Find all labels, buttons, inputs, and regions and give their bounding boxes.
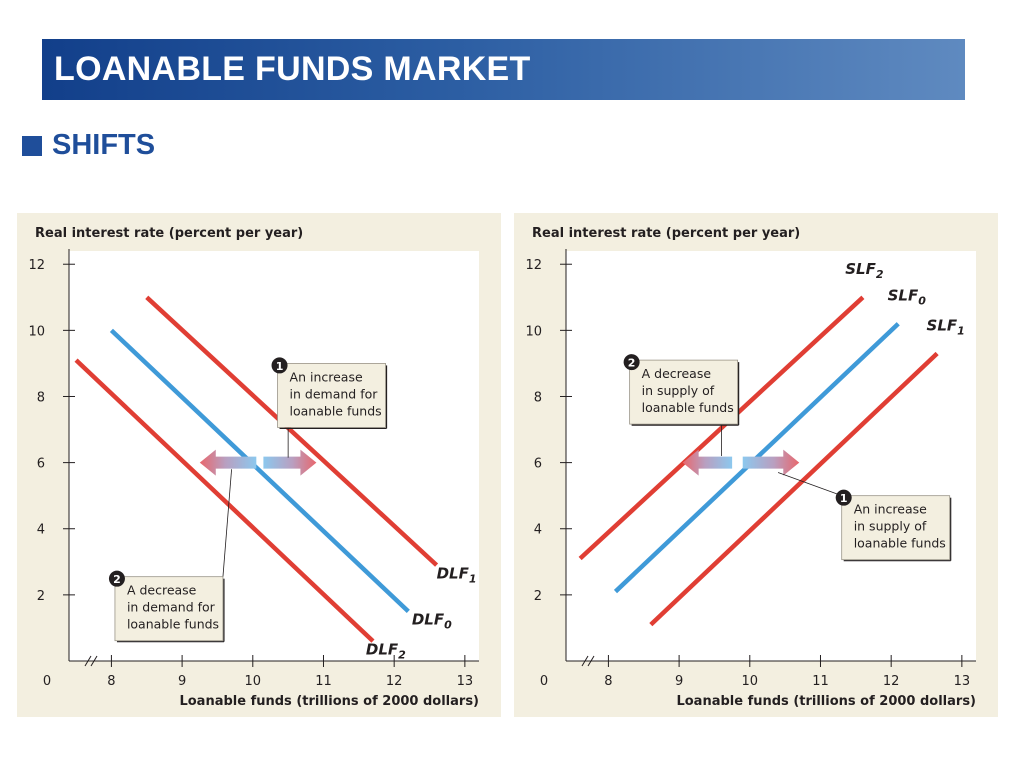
curve-dlf1 — [145, 295, 439, 567]
annotation-text: loanable funds — [127, 617, 219, 632]
axis-break-mark — [90, 655, 98, 667]
x-tick-label: 11 — [315, 674, 332, 689]
y-tick-label: 12 — [28, 258, 45, 273]
step-number-badge — [108, 570, 125, 587]
annotation-text: in demand for — [290, 386, 379, 401]
y-tick-label: 8 — [534, 390, 542, 405]
annotation-text: An increase — [854, 502, 927, 517]
annotation-pointer — [777, 472, 842, 497]
curve-label-slf2: SLF2 — [845, 260, 884, 281]
y-tick-label: 6 — [37, 457, 45, 472]
step-number: 1 — [276, 360, 284, 373]
origin-label: 0 — [540, 674, 548, 689]
x-tick-label: 10 — [742, 674, 759, 689]
curve-label-slf1: SLF1 — [927, 316, 965, 337]
plot-area — [566, 251, 976, 661]
shift-arrow-right — [742, 449, 800, 476]
y-tick-label: 12 — [525, 258, 542, 273]
y-tick-label: 10 — [525, 324, 542, 339]
y-tick-label: 4 — [37, 523, 45, 538]
curve-dlf2 — [74, 358, 375, 643]
x-tick-label: 13 — [457, 674, 474, 689]
square-bullet-icon — [22, 136, 42, 156]
annotation-text: loanable funds — [290, 403, 382, 418]
axis-break-mark — [581, 655, 589, 667]
annotation-text: in supply of — [854, 519, 927, 534]
x-axis-label: Loanable funds (trillions of 2000 dollar… — [179, 694, 479, 709]
y-tick-label: 2 — [534, 589, 542, 604]
step-number: 1 — [840, 492, 848, 505]
annotation-text: loanable funds — [642, 400, 734, 415]
demand-shift-chart: Real interest rate (percent per year) Loa… — [28, 226, 479, 709]
x-tick-label: 13 — [954, 674, 971, 689]
step-number-badge — [271, 357, 288, 374]
step-number-badge — [623, 354, 640, 371]
axis-break-mark — [84, 655, 92, 667]
x-tick-label: 12 — [883, 674, 900, 689]
step-number: 2 — [113, 573, 121, 586]
y-axis-label: Real interest rate (percent per year) — [532, 226, 800, 241]
y-tick-label: 2 — [37, 589, 45, 604]
title-bar: LOANABLE FUNDS MARKET — [42, 39, 965, 100]
annotation-text: An increase — [290, 369, 363, 384]
curve-dlf0 — [109, 328, 410, 614]
shift-arrow-left — [199, 449, 257, 476]
shift-arrow-right — [263, 449, 317, 476]
x-tick-label: 8 — [107, 674, 115, 689]
curve-slf1 — [649, 351, 939, 627]
y-tick-label: 10 — [28, 324, 45, 339]
curve-label-dlf2: DLF2 — [366, 640, 406, 661]
y-tick-label: 8 — [37, 390, 45, 405]
x-tick-label: 9 — [675, 674, 683, 689]
axis-break-mark — [587, 655, 595, 667]
y-tick-label: 4 — [534, 523, 542, 538]
supply-shift-panel: Real interest rate (percent per year) Loa… — [514, 213, 998, 717]
step-number: 2 — [628, 357, 636, 370]
annotation-box — [114, 576, 224, 642]
curve-label-dlf1: DLF1 — [437, 564, 477, 585]
shift-arrow-left — [682, 449, 733, 476]
curve-label-dlf0: DLF0 — [412, 611, 452, 632]
curve-label-slf0: SLF0 — [888, 287, 927, 308]
y-axis-label: Real interest rate (percent per year) — [35, 226, 303, 241]
supply-shift-chart: Real interest rate (percent per year) Loa… — [525, 226, 976, 709]
annotation-box — [629, 359, 739, 425]
section-heading: SHIFTS — [52, 129, 156, 161]
x-axis-label: Loanable funds (trillions of 2000 dollar… — [676, 694, 976, 709]
annotation-text: in demand for — [127, 600, 216, 615]
demand-shift-panel: Real interest rate (percent per year) Loa… — [17, 213, 501, 717]
x-tick-label: 8 — [604, 674, 612, 689]
annotation-box — [841, 495, 951, 561]
page-title: LOANABLE FUNDS MARKET — [54, 50, 531, 88]
x-tick-label: 11 — [812, 674, 829, 689]
origin-label: 0 — [43, 674, 51, 689]
x-tick-label: 10 — [245, 674, 262, 689]
annotation-text: A decrease — [127, 583, 197, 598]
annotation-text: in supply of — [642, 383, 715, 398]
x-tick-label: 9 — [178, 674, 186, 689]
y-tick-label: 6 — [534, 457, 542, 472]
annotation-text: A decrease — [642, 366, 712, 381]
annotation-box — [277, 363, 386, 428]
x-tick-label: 12 — [386, 674, 403, 689]
annotation-pointer — [222, 469, 232, 577]
step-number-badge — [835, 489, 852, 506]
annotation-text: loanable funds — [854, 536, 946, 551]
